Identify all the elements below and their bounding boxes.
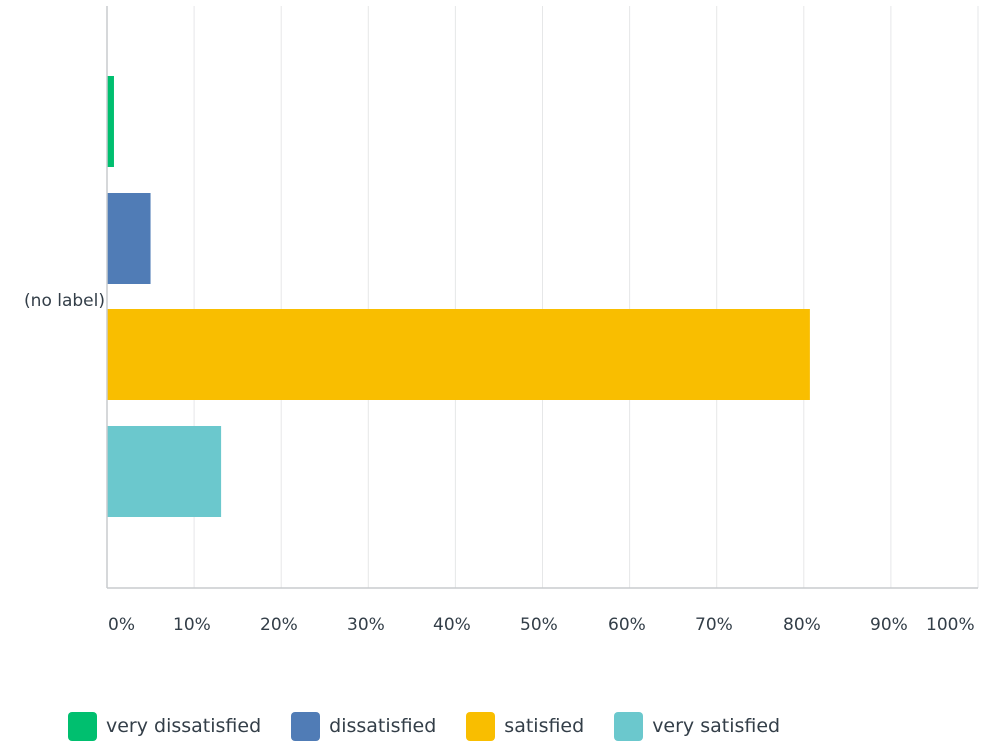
x-tick-labels: 0% 10% 20% 30% 40% 50% 60% 70% 80% 90% 100% xyxy=(108,615,975,635)
category-labels: (no label) xyxy=(24,291,105,311)
legend-item: very satisfied xyxy=(614,711,781,741)
x-tick-label: 40% xyxy=(433,615,471,635)
legend-label: very satisfied xyxy=(652,715,781,737)
x-tick-label: 80% xyxy=(783,615,821,635)
x-tick-label: 60% xyxy=(608,615,646,635)
gridlines xyxy=(193,6,979,588)
bar-satisfied xyxy=(107,309,810,400)
x-tick-label: 20% xyxy=(260,615,298,635)
legend-swatch xyxy=(614,711,644,741)
legend-item: satisfied xyxy=(466,711,585,741)
legend-swatch xyxy=(466,711,496,741)
x-tick-label: 50% xyxy=(520,615,558,635)
legend-item: dissatisfied xyxy=(291,711,437,741)
bars xyxy=(107,76,810,517)
x-tick-label: 70% xyxy=(695,615,733,635)
axes xyxy=(106,6,978,589)
bar-chart: 0% 10% 20% 30% 40% 50% 60% 70% 80% 90% 100% (no la… xyxy=(24,6,979,635)
x-tick-label: 100% xyxy=(926,615,975,635)
bar-very-satisfied xyxy=(107,426,222,517)
bar-dissatisfied xyxy=(107,193,151,284)
legend-label: dissatisfied xyxy=(329,715,437,737)
legend-swatch xyxy=(68,711,97,741)
x-tick-label: 90% xyxy=(870,615,908,635)
legend-item: very dissatisfied xyxy=(68,711,262,741)
legend-swatch xyxy=(291,711,321,741)
category-label: (no label) xyxy=(24,291,105,311)
legend-label: satisfied xyxy=(504,715,585,737)
x-tick-label: 10% xyxy=(173,615,211,635)
bar-very-dissatisfied xyxy=(107,76,114,167)
legend-label: very dissatisfied xyxy=(106,715,262,737)
x-tick-label: 0% xyxy=(108,615,135,635)
x-tick-label: 30% xyxy=(347,615,385,635)
legend: very dissatisfied dissatisfied satisfied ve… xyxy=(68,710,780,742)
